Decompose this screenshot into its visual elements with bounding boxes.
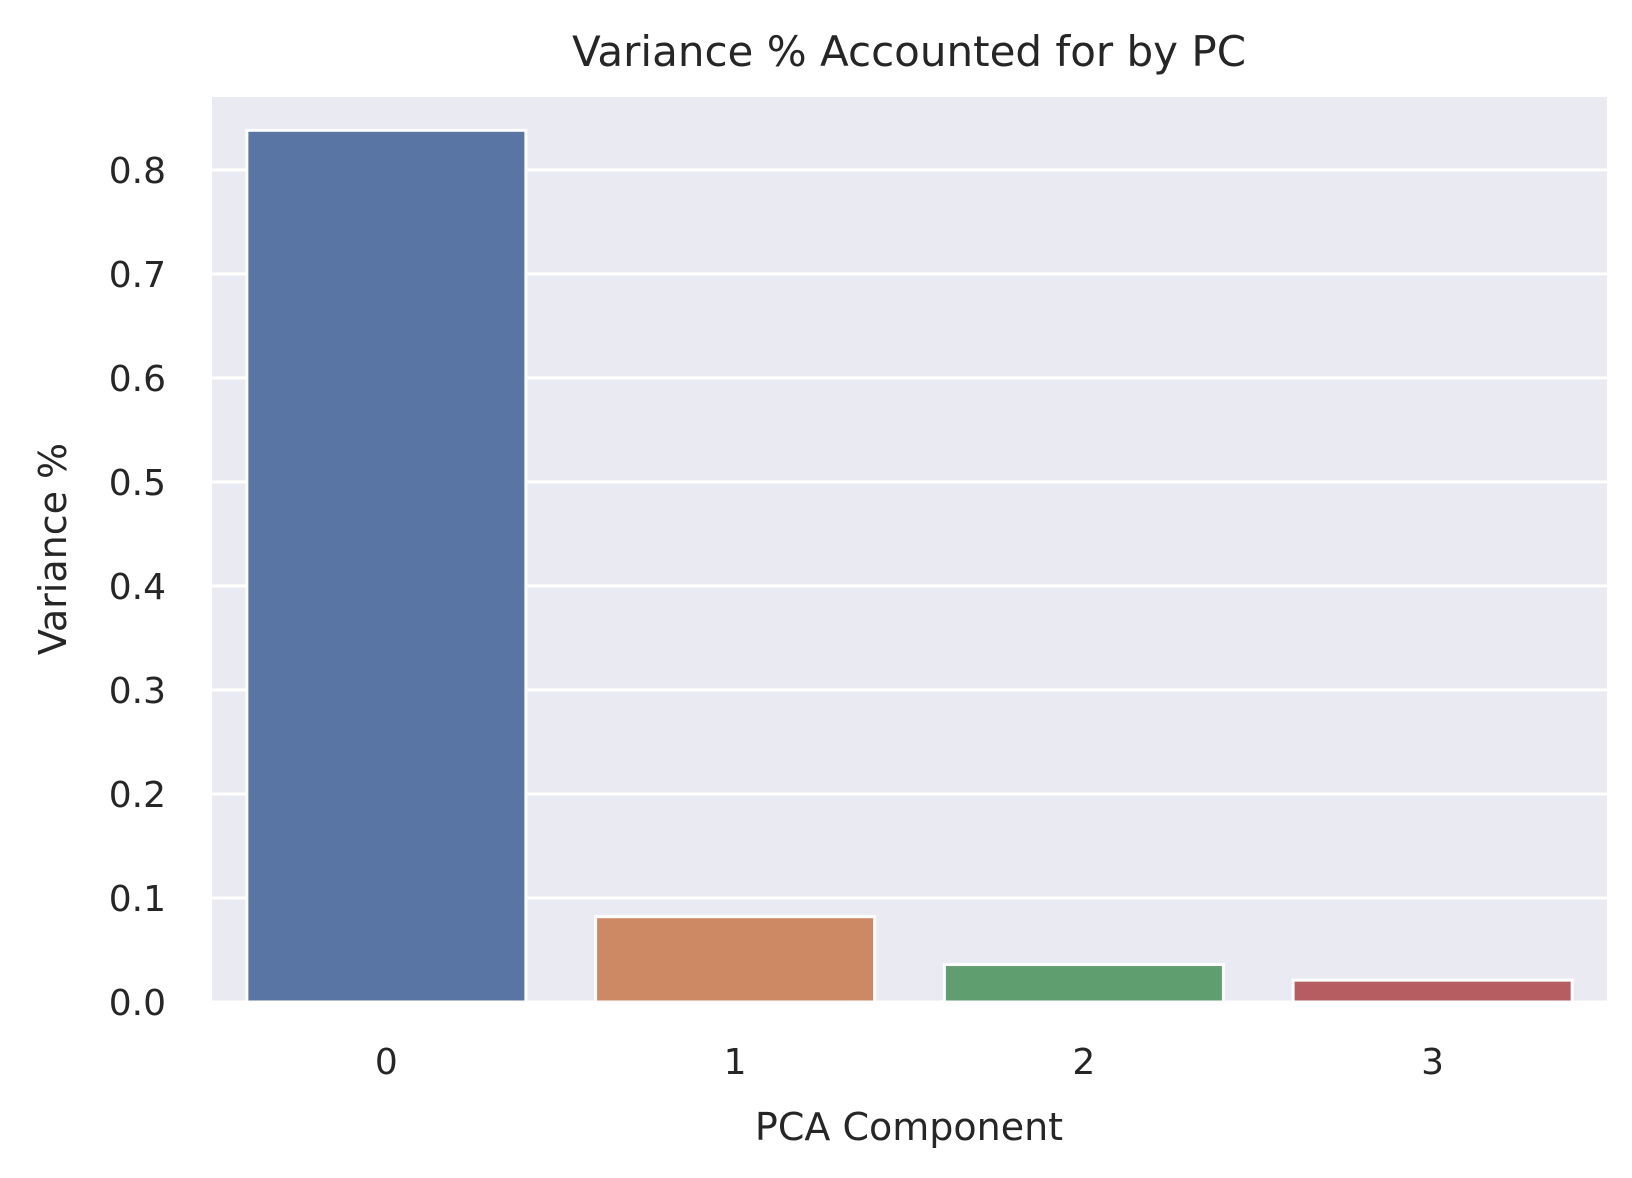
y-tick-label: 0.7 xyxy=(109,255,166,296)
bar-0 xyxy=(245,128,528,1004)
x-tick-label: 0 xyxy=(375,1042,398,1083)
y-tick-label: 0.0 xyxy=(109,983,166,1024)
bars xyxy=(245,128,1574,1004)
y-axis-ticks: 0.0 0.1 0.2 0.3 0.4 0.5 0.6 0.7 0.8 xyxy=(109,151,166,1024)
bar-1 xyxy=(594,915,877,1004)
y-tick-label: 0.8 xyxy=(109,151,166,192)
y-tick-label: 0.2 xyxy=(109,775,166,816)
x-tick-label: 3 xyxy=(1421,1042,1444,1083)
x-tick-label: 2 xyxy=(1072,1042,1095,1083)
x-tick-label: 1 xyxy=(724,1042,747,1083)
x-axis-ticks: 0 1 2 3 xyxy=(375,1042,1444,1083)
y-tick-label: 0.5 xyxy=(109,463,166,504)
y-tick-label: 0.6 xyxy=(109,359,166,400)
bar-2 xyxy=(942,963,1225,1004)
y-axis-label: Variance % xyxy=(31,443,75,655)
y-tick-label: 0.4 xyxy=(109,567,166,608)
y-tick-label: 0.1 xyxy=(109,879,166,920)
x-axis-label: PCA Component xyxy=(755,1105,1063,1149)
bar-3 xyxy=(1291,978,1574,1004)
y-tick-label: 0.3 xyxy=(109,671,166,712)
chart-title: Variance % Accounted for by PC xyxy=(572,27,1246,76)
